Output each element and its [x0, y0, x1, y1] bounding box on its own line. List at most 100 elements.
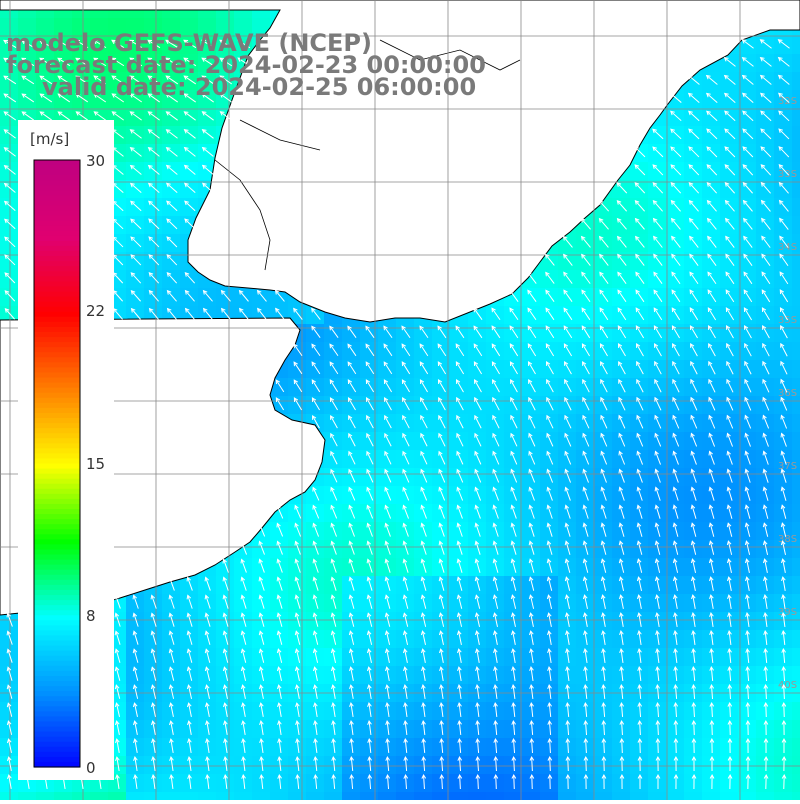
wind-speed-cell — [756, 180, 775, 199]
wind-speed-cell — [180, 180, 199, 199]
colorbar-segment — [34, 286, 80, 292]
wind-speed-cell — [324, 342, 343, 361]
wind-speed-cell — [126, 216, 145, 235]
colorbar-segment — [34, 266, 80, 272]
colorbar-segment — [34, 641, 80, 647]
colorbar-segment — [34, 211, 80, 217]
colorbar-segment — [34, 742, 80, 748]
colorbar-segment — [34, 221, 80, 227]
wind-speed-cell — [342, 414, 361, 433]
colorbar-segment — [34, 590, 80, 596]
wind-speed-cell — [630, 180, 649, 199]
wind-speed-cell — [720, 360, 739, 379]
wind-speed-cell — [612, 234, 631, 253]
wind-speed-cell — [630, 270, 649, 289]
wind-speed-cell — [288, 378, 307, 397]
wind-speed-cell — [666, 234, 685, 253]
wind-speed-cell — [648, 198, 667, 217]
wind-speed-cell — [450, 792, 469, 800]
wind-speed-cell — [342, 396, 361, 415]
wind-speed-cell — [738, 216, 757, 235]
wind-speed-cell — [396, 414, 415, 433]
wind-speed-cell — [342, 324, 361, 343]
colorbar-segment — [34, 610, 80, 616]
colorbar-segment — [34, 727, 80, 733]
colorbar-segment — [34, 549, 80, 555]
colorbar-segment — [34, 464, 80, 470]
wind-speed-cell — [216, 288, 235, 307]
wind-speed-cell — [792, 270, 800, 289]
wind-speed-cell — [720, 180, 739, 199]
wind-speed-cell — [684, 216, 703, 235]
wind-speed-cell — [450, 378, 469, 397]
colorbar-segment — [34, 160, 80, 166]
wind-speed-cell — [180, 198, 199, 217]
wind-speed-cell — [0, 108, 19, 127]
wind-speed-cell — [540, 324, 559, 343]
wind-speed-cell — [162, 180, 181, 199]
wind-speed-cell — [162, 270, 181, 289]
wind-speed-cell — [144, 126, 163, 145]
wind-speed-cell — [792, 558, 800, 577]
wind-speed-cell — [738, 288, 757, 307]
map-title-valid-date: valid date: 2024-02-25 06:00:00 — [42, 74, 476, 100]
wind-speed-cell — [504, 792, 523, 800]
wind-speed-cell — [702, 108, 721, 127]
wind-speed-cell — [126, 108, 145, 127]
colorbar-segment — [34, 732, 80, 738]
colorbar-segment — [34, 686, 80, 692]
wind-speed-cell — [684, 144, 703, 163]
colorbar-segment — [34, 251, 80, 257]
wind-speed-cell — [234, 288, 253, 307]
wind-speed-cell — [594, 342, 613, 361]
wind-speed-cell — [288, 792, 307, 800]
wind-speed-cell — [0, 90, 19, 109]
colorbar-segment — [34, 565, 80, 571]
wind-speed-cell — [756, 324, 775, 343]
wind-speed-cell — [756, 90, 775, 109]
wind-speed-cell — [792, 720, 800, 739]
colorbar-segment — [34, 438, 80, 444]
wind-speed-cell — [378, 414, 397, 433]
wind-speed-cell — [594, 324, 613, 343]
colorbar-segment — [34, 413, 80, 419]
colorbar-segment — [34, 372, 80, 378]
colorbar-segment — [34, 393, 80, 399]
colorbar-segment — [34, 307, 80, 313]
wind-speed-cell — [216, 792, 235, 800]
wind-speed-cell — [126, 270, 145, 289]
wind-speed-cell — [342, 360, 361, 379]
wind-speed-cell — [54, 792, 73, 800]
wind-speed-cell — [144, 288, 163, 307]
colorbar-tick-15: 15 — [86, 455, 105, 473]
wind-speed-cell — [540, 360, 559, 379]
wind-speed-cell — [90, 792, 109, 800]
wind-speed-cell — [756, 36, 775, 55]
wind-speed-cell — [126, 234, 145, 253]
wind-speed-cell — [144, 198, 163, 217]
colorbar-segment — [34, 757, 80, 763]
wind-speed-cell — [792, 630, 800, 649]
wind-speed-cell — [486, 342, 505, 361]
colorbar-segment — [34, 226, 80, 232]
wind-speed-cell — [792, 54, 800, 73]
wind-speed-cell — [144, 270, 163, 289]
wind-speed-cell — [792, 144, 800, 163]
wind-speed-cell — [540, 378, 559, 397]
wind-speed-cell — [378, 792, 397, 800]
wind-speed-cell — [756, 108, 775, 127]
wind-speed-cell — [756, 288, 775, 307]
wind-speed-cell — [720, 306, 739, 325]
wind-speed-cell — [144, 180, 163, 199]
wind-speed-cell — [648, 324, 667, 343]
wind-speed-cell — [576, 306, 595, 325]
colorbar-segment — [34, 499, 80, 505]
colorbar-segment — [34, 711, 80, 717]
colorbar-segment — [34, 661, 80, 667]
wind-speed-cell — [702, 144, 721, 163]
colorbar-segment — [34, 600, 80, 606]
wind-speed-cell — [360, 792, 379, 800]
wind-speed-cell — [666, 180, 685, 199]
wind-speed-cell — [468, 414, 487, 433]
